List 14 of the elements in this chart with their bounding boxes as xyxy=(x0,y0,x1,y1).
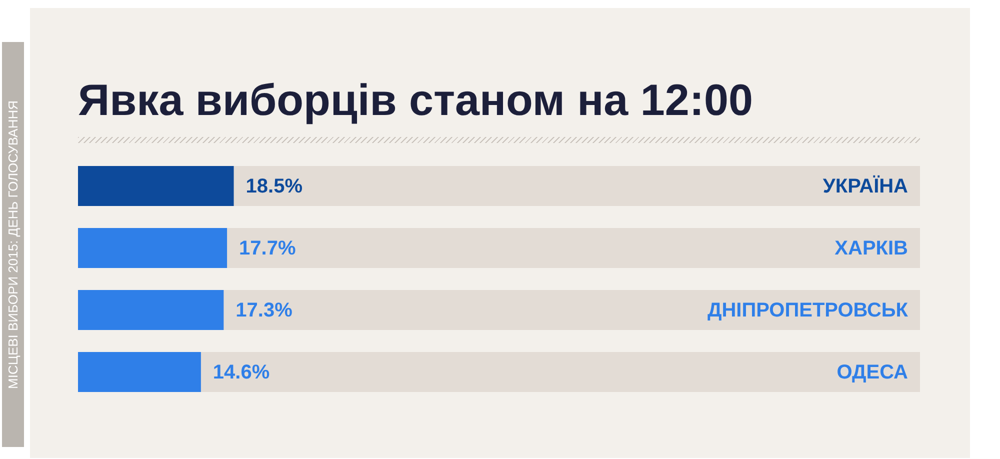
y-tick-label: ХАРКІВ xyxy=(834,238,908,260)
chart-title: Явка виборців станом на 12:00 xyxy=(78,76,753,126)
data-label: 18.5% xyxy=(246,176,303,198)
text: МІСЦЕВІ ВИБОРИ 2015: ДЕНЬ ГОЛОСУВАННЯ xyxy=(2,42,24,447)
bar xyxy=(78,352,201,392)
bar xyxy=(78,166,234,206)
y-tick-label: УКРАЇНА xyxy=(822,174,908,198)
y-tick-label: ДНІПРОПЕТРОВСЬК xyxy=(707,300,909,322)
data-label: 17.7% xyxy=(239,238,296,260)
data-label: 14.6% xyxy=(212,362,270,384)
bar xyxy=(78,228,228,268)
y-tick-label: ОДЕСА xyxy=(836,362,908,384)
data-label: 17.3% xyxy=(236,300,293,322)
bar xyxy=(78,290,224,330)
